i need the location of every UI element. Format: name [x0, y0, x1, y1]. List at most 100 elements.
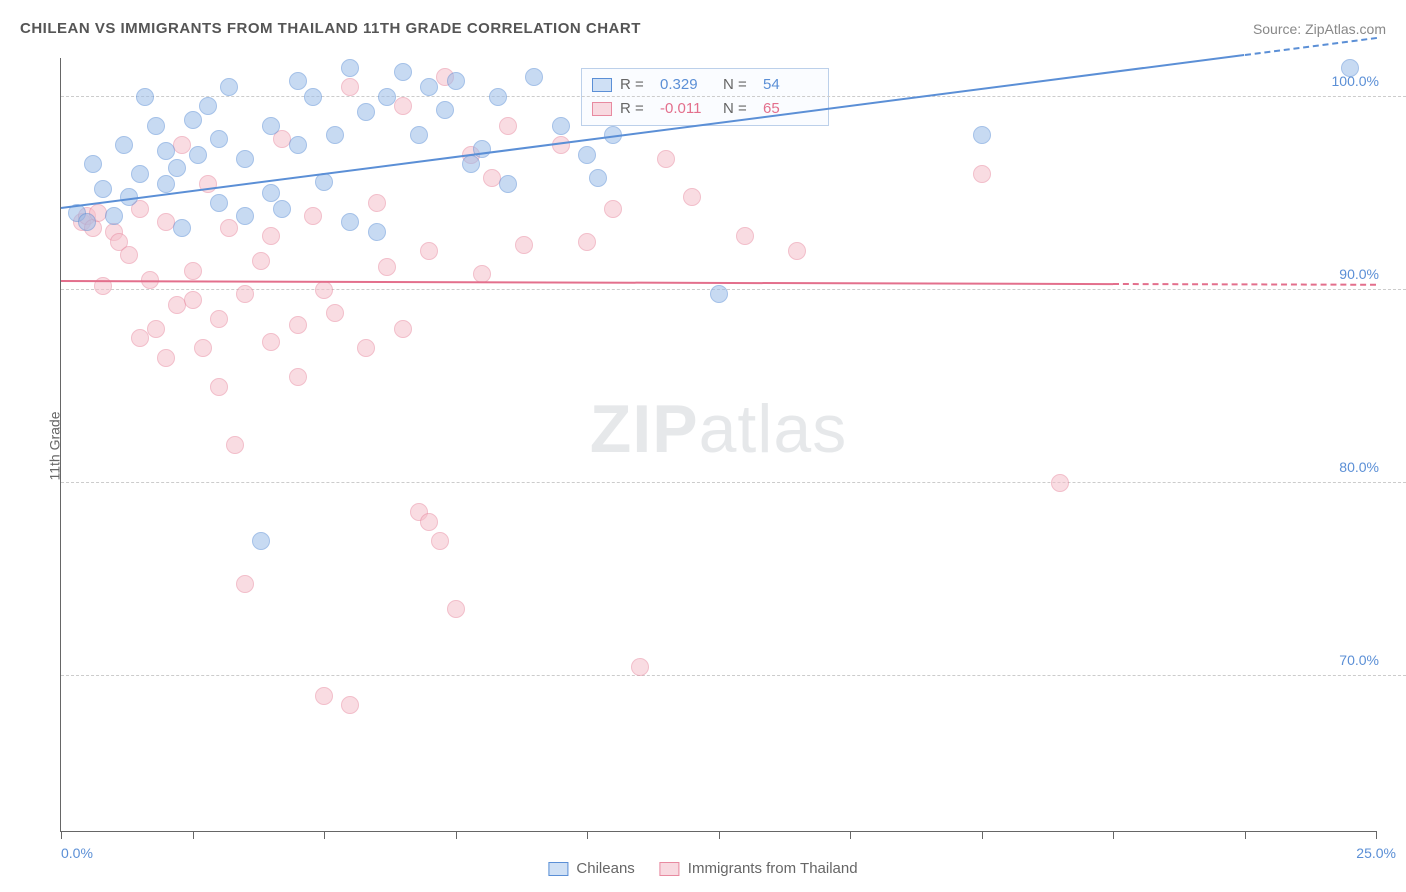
- data-point: [578, 233, 596, 251]
- x-tick: [61, 831, 62, 839]
- watermark: ZIPatlas: [590, 390, 847, 468]
- x-tick: [1113, 831, 1114, 839]
- data-point: [105, 207, 123, 225]
- data-point: [378, 88, 396, 106]
- grid-line: [61, 289, 1406, 290]
- x-label-right: 25.0%: [1356, 845, 1396, 861]
- data-point: [394, 63, 412, 81]
- data-point: [289, 368, 307, 386]
- legend-label-thailand: Immigrants from Thailand: [688, 860, 858, 877]
- r-label: R =: [620, 73, 652, 97]
- x-tick: [324, 831, 325, 839]
- legend-label-chileans: Chileans: [576, 860, 634, 877]
- data-point: [210, 194, 228, 212]
- legend-swatch-chileans: [548, 862, 568, 876]
- data-point: [184, 262, 202, 280]
- data-point: [252, 532, 270, 550]
- data-point: [552, 117, 570, 135]
- x-tick: [982, 831, 983, 839]
- legend-item-thailand: Immigrants from Thailand: [660, 860, 858, 877]
- data-point: [420, 78, 438, 96]
- data-point: [431, 532, 449, 550]
- data-point: [604, 200, 622, 218]
- data-point: [1341, 59, 1359, 77]
- data-point: [236, 575, 254, 593]
- legend-swatch-thailand: [660, 862, 680, 876]
- data-point: [578, 146, 596, 164]
- data-point: [357, 103, 375, 121]
- data-point: [683, 188, 701, 206]
- data-point: [973, 165, 991, 183]
- legend-row-thailand: R = -0.011 N = 65: [592, 97, 818, 121]
- data-point: [84, 155, 102, 173]
- r-value-chileans: 0.329: [660, 73, 715, 97]
- data-point: [289, 136, 307, 154]
- data-point: [368, 223, 386, 241]
- data-point: [710, 285, 728, 303]
- data-point: [168, 159, 186, 177]
- trend-line-thailand: [61, 280, 1113, 285]
- data-point: [657, 150, 675, 168]
- series-legend: Chileans Immigrants from Thailand: [548, 860, 857, 877]
- data-point: [304, 88, 322, 106]
- data-point: [157, 349, 175, 367]
- chart-plot-area: ZIPatlas R = 0.329 N = 54 R = -0.011 N =…: [60, 58, 1376, 832]
- chart-header: CHILEAN VS IMMIGRANTS FROM THAILAND 11TH…: [20, 20, 1386, 37]
- source-label: Source:: [1253, 21, 1301, 37]
- data-point: [420, 242, 438, 260]
- data-point: [341, 78, 359, 96]
- r-value-thailand: -0.011: [660, 97, 715, 121]
- data-point: [410, 126, 428, 144]
- data-point: [499, 175, 517, 193]
- source-name: ZipAtlas.com: [1305, 21, 1386, 37]
- watermark-zip: ZIP: [590, 391, 699, 467]
- data-point: [220, 219, 238, 237]
- r-label-2: R =: [620, 97, 652, 121]
- data-point: [157, 142, 175, 160]
- data-point: [304, 207, 322, 225]
- watermark-atlas: atlas: [699, 391, 848, 467]
- data-point: [326, 126, 344, 144]
- legend-item-chileans: Chileans: [548, 860, 634, 877]
- grid-line: [61, 482, 1406, 483]
- chart-title: CHILEAN VS IMMIGRANTS FROM THAILAND 11TH…: [20, 20, 641, 37]
- data-point: [236, 285, 254, 303]
- data-point: [447, 600, 465, 618]
- data-point: [210, 378, 228, 396]
- data-point: [184, 111, 202, 129]
- trend-line-thailand-extrapolated: [1113, 283, 1376, 286]
- grid-line: [61, 96, 1406, 97]
- y-tick-label: 70.0%: [1337, 652, 1381, 668]
- data-point: [489, 88, 507, 106]
- data-point: [420, 513, 438, 531]
- data-point: [341, 213, 359, 231]
- data-point: [210, 310, 228, 328]
- data-point: [499, 117, 517, 135]
- y-tick-label: 80.0%: [1337, 459, 1381, 475]
- data-point: [220, 78, 238, 96]
- data-point: [262, 333, 280, 351]
- data-point: [447, 72, 465, 90]
- data-point: [315, 281, 333, 299]
- x-tick: [850, 831, 851, 839]
- data-point: [226, 436, 244, 454]
- data-point: [289, 72, 307, 90]
- grid-line: [61, 675, 1406, 676]
- x-label-left: 0.0%: [61, 845, 93, 861]
- data-point: [184, 291, 202, 309]
- data-point: [631, 658, 649, 676]
- data-point: [236, 207, 254, 225]
- data-point: [189, 146, 207, 164]
- data-point: [262, 117, 280, 135]
- data-point: [115, 136, 133, 154]
- data-point: [357, 339, 375, 357]
- data-point: [78, 213, 96, 231]
- data-point: [1051, 474, 1069, 492]
- data-point: [210, 130, 228, 148]
- data-point: [120, 246, 138, 264]
- data-point: [157, 175, 175, 193]
- data-point: [394, 320, 412, 338]
- chart-source: Source: ZipAtlas.com: [1253, 21, 1386, 37]
- data-point: [199, 97, 217, 115]
- x-tick: [1376, 831, 1377, 839]
